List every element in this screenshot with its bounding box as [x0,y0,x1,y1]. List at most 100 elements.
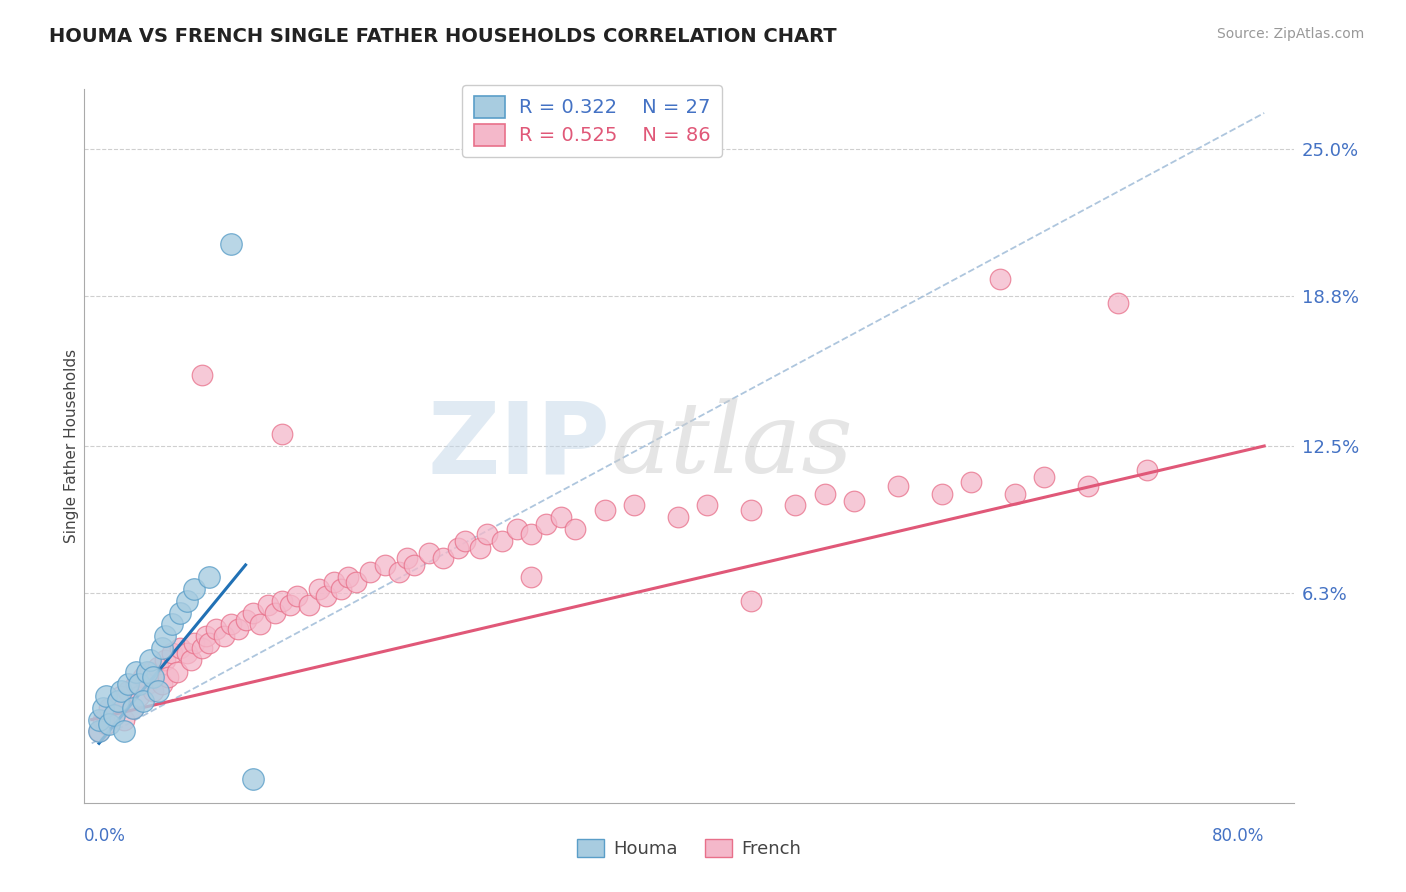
Point [87,713,110,727]
Point [219,617,242,632]
Point [477,527,499,541]
Point [1033,470,1056,484]
Point [931,486,953,500]
Point [593,503,616,517]
Point [142,684,165,698]
Point [124,665,146,679]
Point [139,653,162,667]
Point [98,717,121,731]
Point [520,570,543,584]
Point [564,522,586,536]
Point [308,582,330,596]
Point [322,574,344,589]
Point [278,599,301,613]
Point [198,570,221,584]
Point [960,475,983,489]
Point [520,527,543,541]
Legend: Houma, French: Houma, French [569,831,808,865]
Point [183,582,205,596]
Point [117,677,139,691]
Point [103,707,125,722]
Point [162,646,184,660]
Point [344,574,367,589]
Point [183,636,205,650]
Point [740,503,762,517]
Text: 80.0%: 80.0% [1212,827,1264,845]
Point [110,689,132,703]
Point [623,499,645,513]
Point [226,622,249,636]
Point [205,622,228,636]
Point [454,534,477,549]
Point [190,641,212,656]
Point [271,427,294,442]
Point [887,479,910,493]
Text: HOUMA VS FRENCH SINGLE FATHER HOUSEHOLDS CORRELATION CHART: HOUMA VS FRENCH SINGLE FATHER HOUSEHOLDS… [49,27,837,45]
Point [103,707,125,722]
Point [404,558,426,572]
Point [315,589,337,603]
Point [1107,296,1129,310]
Point [550,510,572,524]
Point [128,689,150,703]
Point [136,677,159,691]
Point [329,582,352,596]
Point [212,629,235,643]
Text: atlas: atlas [610,399,853,493]
Point [107,693,129,707]
Point [297,599,319,613]
Point [128,677,150,691]
Point [142,670,165,684]
Point [136,665,159,679]
Point [388,565,411,579]
Y-axis label: Single Father Households: Single Father Households [63,349,79,543]
Point [359,565,381,579]
Point [666,510,689,524]
Point [132,693,155,707]
Point [93,713,115,727]
Point [271,593,294,607]
Point [842,493,865,508]
Point [990,272,1012,286]
Point [813,486,835,500]
Point [87,724,110,739]
Point [112,713,135,727]
Point [534,517,557,532]
Point [432,550,454,565]
Point [96,717,118,731]
Point [491,534,513,549]
Point [112,724,135,739]
Point [87,724,110,739]
Text: 0.0%: 0.0% [84,827,127,845]
Point [256,599,278,613]
Point [139,665,162,679]
Point [1004,486,1026,500]
Point [235,613,257,627]
Point [190,368,212,382]
Point [447,541,470,556]
Point [107,693,129,707]
Point [96,689,118,703]
Point [1136,463,1159,477]
Point [374,558,396,572]
Point [176,646,198,660]
Point [110,684,132,698]
Point [249,617,271,632]
Point [242,772,264,786]
Point [285,589,308,603]
Point [98,700,121,714]
Point [418,546,440,560]
Point [264,606,287,620]
Point [93,700,115,714]
Point [468,541,491,556]
Point [124,677,146,691]
Point [150,641,173,656]
Point [176,593,198,607]
Point [146,684,169,698]
Point [166,665,188,679]
Point [117,684,139,698]
Point [1077,479,1099,493]
Point [162,617,184,632]
Point [180,653,202,667]
Text: ZIP: ZIP [427,398,610,494]
